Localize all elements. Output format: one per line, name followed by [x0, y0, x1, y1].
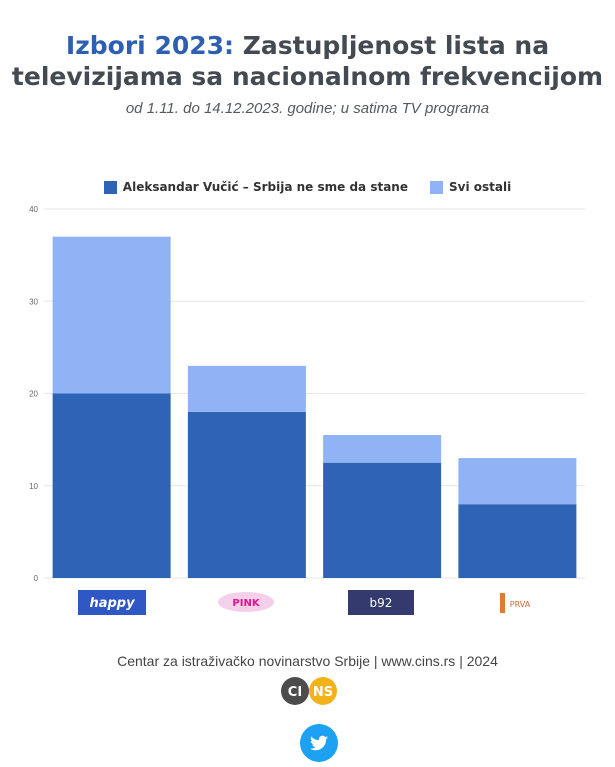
bar-prva-series1[interactable] — [458, 504, 577, 578]
bar-pink-series2[interactable] — [187, 365, 306, 412]
cins-logo-left-text: CI — [288, 685, 302, 700]
cins-logo[interactable]: CI NS — [278, 676, 342, 706]
bars — [52, 236, 577, 579]
pink-logo-bg — [218, 592, 274, 612]
legend: Aleksandar Vučić – Srbija ne sme da stan… — [0, 180, 615, 194]
y-tick-label: 10 — [29, 482, 38, 491]
bar-happy-series2[interactable] — [52, 236, 171, 394]
title-highlight: Izbori 2023: — [65, 31, 235, 60]
legend-label-series1: Aleksandar Vučić – Srbija ne sme da stan… — [122, 180, 408, 194]
happy-logo-text: happy — [89, 596, 135, 611]
bar-prva-series2[interactable] — [458, 458, 577, 505]
cins-logo-right-text: NS — [313, 685, 333, 700]
prva-logo-mark — [500, 593, 505, 613]
legend-swatch-series2 — [429, 180, 443, 194]
bar-b92-series1[interactable] — [323, 462, 442, 578]
b92-logo: b92 — [348, 590, 414, 615]
b92-logo-text: b92 — [370, 596, 393, 610]
chart-title: Izbori 2023: Zastupljenost lista na tele… — [0, 30, 615, 92]
twitter-icon — [310, 735, 328, 751]
legend-item-series1[interactable]: Aleksandar Vučić – Srbija ne sme da stan… — [103, 180, 408, 194]
happy-logo: happy — [78, 590, 146, 615]
chart-subtitle: od 1.11. do 14.12.2023. godine; u satima… — [125, 100, 490, 117]
footer-credit: Centar za istraživačko novinarstvo Srbij… — [117, 653, 498, 669]
bar-b92-series2[interactable] — [323, 435, 442, 463]
legend-swatch-series1 — [103, 180, 117, 194]
prva-logo-text: PRVA — [510, 600, 531, 609]
happy-logo-bg — [78, 590, 146, 615]
y-axis-ticks: 0 10 20 30 40 — [29, 205, 38, 583]
y-tick-label: 0 — [34, 574, 39, 583]
twitter-share-button[interactable] — [300, 724, 338, 762]
title-rest: Zastupljenost lista na — [234, 31, 550, 60]
legend-item-series2[interactable]: Svi ostali — [429, 180, 512, 194]
pink-logo-text: PINK — [232, 598, 260, 609]
title-line2: televizijama sa nacionalnom frekvencijom — [11, 62, 604, 91]
y-tick-label: 40 — [29, 205, 38, 214]
prva-logo: PRVA — [500, 593, 531, 613]
cins-logo-right — [309, 677, 337, 705]
y-tick-label: 30 — [29, 297, 38, 306]
bar-chart: 0 10 20 30 40 happy PINK b92 PRVA — [29, 205, 585, 615]
legend-label-series2: Svi ostali — [448, 180, 512, 194]
category-logos: happy PINK b92 PRVA — [78, 590, 531, 615]
y-tick-label: 20 — [29, 390, 38, 399]
cins-logo-left — [281, 677, 309, 705]
bar-happy-series1[interactable] — [52, 393, 171, 579]
pink-logo: PINK — [218, 592, 274, 612]
b92-logo-bg — [348, 590, 414, 615]
bar-pink-series1[interactable] — [187, 411, 306, 578]
